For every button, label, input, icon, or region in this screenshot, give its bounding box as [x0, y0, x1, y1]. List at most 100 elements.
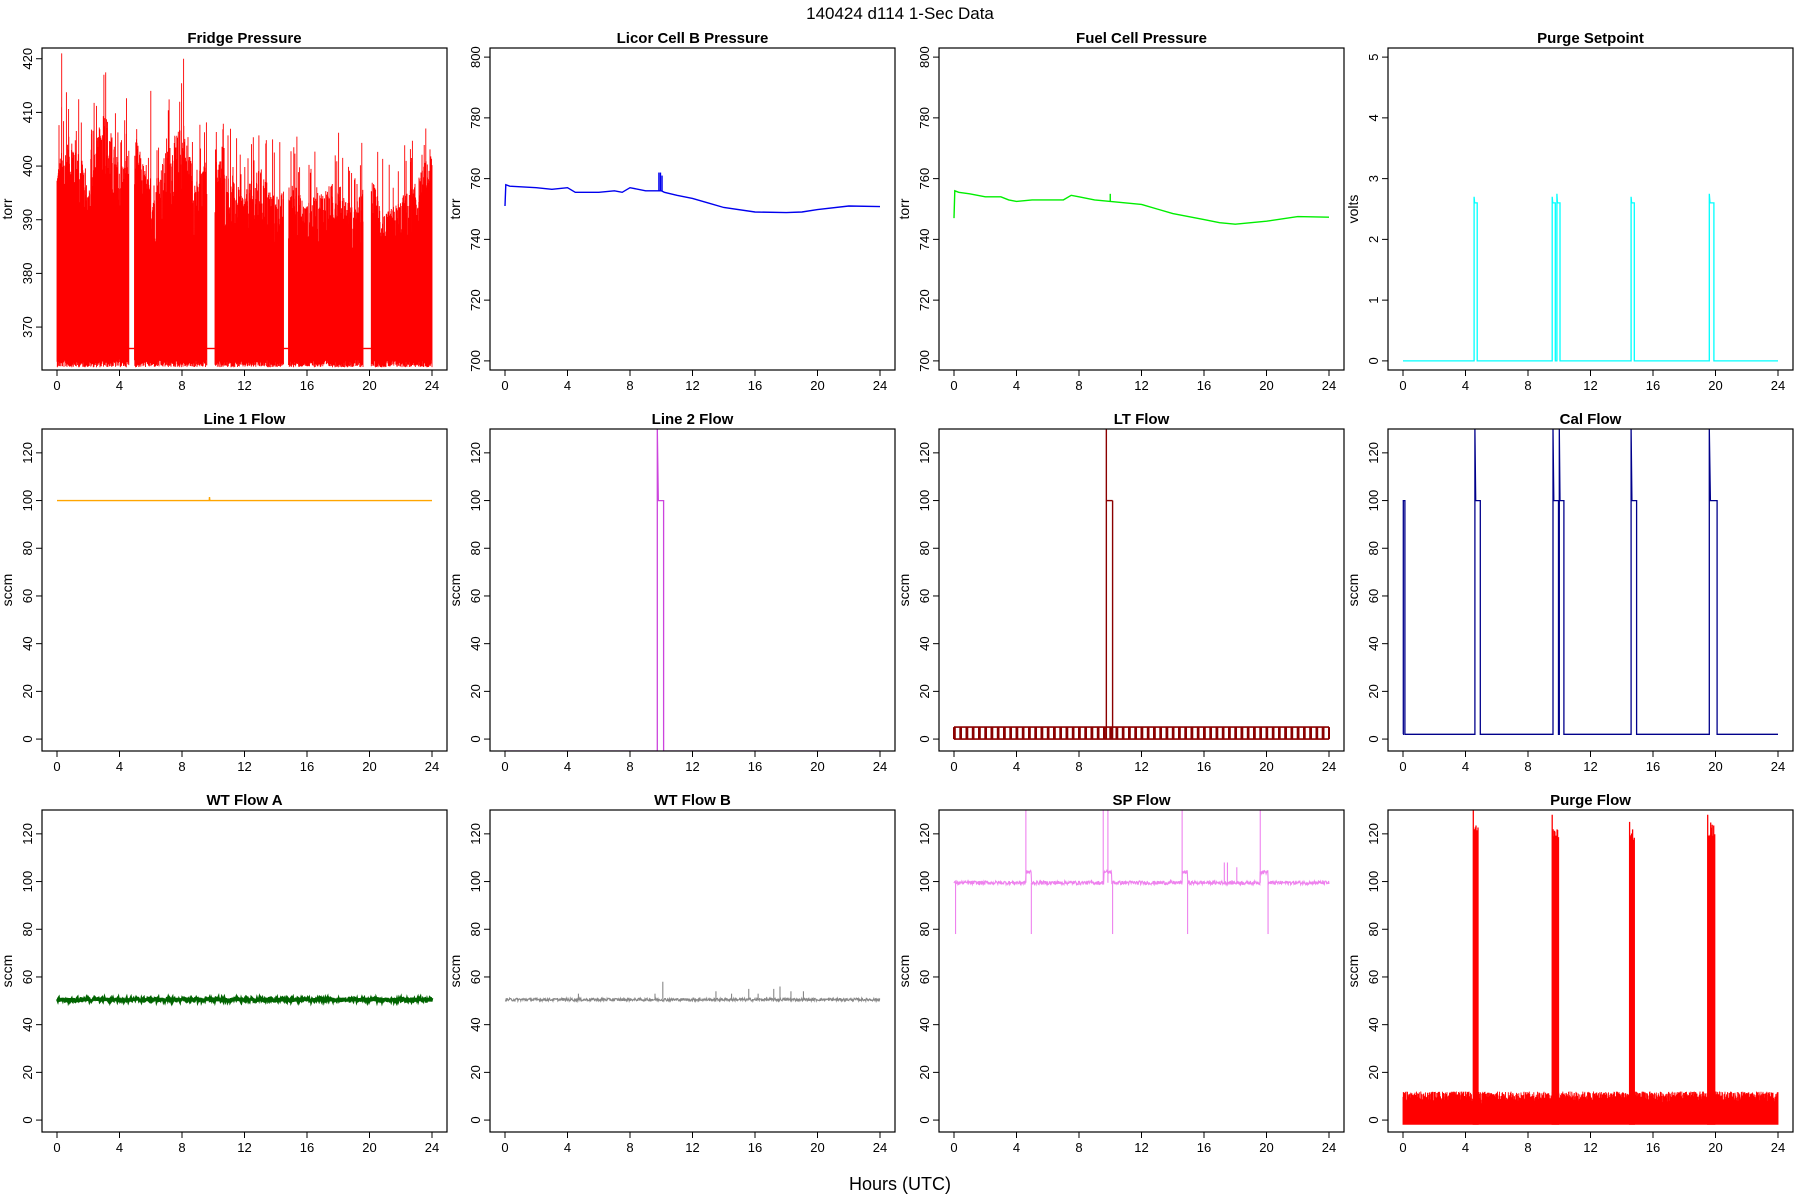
y-tick-label: 410: [20, 102, 35, 124]
series-line: [953, 189, 1330, 225]
x-tick-label: 24: [1771, 759, 1785, 774]
x-tick-label: 4: [1013, 378, 1020, 393]
panel-wt-flow-b: WT Flow B sccm 0 4 8 12 16 20 24 0 20 40 60 80 100 120: [447, 792, 896, 1155]
x-tick-label: 0: [501, 1140, 508, 1155]
x-tick-label: 4: [116, 1140, 123, 1155]
series-peaks: [58, 53, 427, 360]
x-tick-label: 20: [1708, 1140, 1722, 1155]
y-tick-label: 0: [1366, 357, 1381, 364]
panel-frame: [489, 47, 896, 371]
x-tick-label: 8: [626, 1140, 633, 1155]
y-tick-label: 80: [1366, 922, 1381, 936]
x-tick-label: 0: [950, 759, 957, 774]
plot-area: [953, 810, 1330, 935]
x-tick-label: 8: [178, 759, 185, 774]
y-tick-label: 1: [1366, 297, 1381, 304]
x-tick-label: 16: [1197, 759, 1211, 774]
y-tick-label: 80: [20, 922, 35, 936]
panel-title: LT Flow: [1114, 411, 1170, 428]
x-tick-label: 8: [1524, 759, 1531, 774]
panel-line-1-flow: Line 1 Flow sccm 0 4 8 12 16 20 24 0 20 40 60 80 100 12…: [0, 411, 448, 774]
y-tick-label: 390: [20, 209, 35, 231]
y-tick-label: 120: [917, 442, 932, 464]
x-tick-label: 16: [300, 1140, 314, 1155]
y-tick-label: 60: [1366, 970, 1381, 984]
y-tick-label: 720: [917, 289, 932, 311]
y-tick-label: 120: [468, 442, 483, 464]
panel-frame: [938, 47, 1345, 371]
y-tick-label: 40: [468, 1017, 483, 1031]
x-tick-label: 12: [1134, 759, 1148, 774]
panel-frame: [1387, 428, 1794, 752]
y-tick-label: 700: [917, 350, 932, 372]
x-tick-label: 4: [1462, 1140, 1469, 1155]
y-tick-label: 120: [1366, 442, 1381, 464]
x-tick-label: 12: [1583, 378, 1597, 393]
x-tick-label: 24: [425, 378, 439, 393]
x-tick-label: 4: [564, 759, 571, 774]
y-tick-label: 80: [1366, 541, 1381, 555]
purge-pulse: [1551, 814, 1560, 1125]
y-tick-label: 100: [1366, 871, 1381, 893]
y-tick-label: 800: [917, 46, 932, 68]
series-comb: [953, 727, 1330, 740]
x-tick-label: 8: [1075, 1140, 1082, 1155]
series-line: [57, 496, 432, 502]
y-tick-label: 760: [468, 168, 483, 190]
x-tick-label: 0: [53, 759, 60, 774]
panel-title: Cal Flow: [1560, 411, 1622, 428]
x-tick-label: 12: [1583, 1140, 1597, 1155]
x-tick-label: 16: [1646, 1140, 1660, 1155]
x-tick-label: 0: [950, 378, 957, 393]
y-tick-label: 80: [917, 541, 932, 555]
plot-area: [504, 981, 881, 1004]
y-tick-label: 80: [468, 541, 483, 555]
plot-area: [55, 993, 434, 1007]
y-tick-label: 20: [1366, 1065, 1381, 1079]
y-tick-label: 2: [1366, 236, 1381, 243]
y-tick-label: 120: [1366, 823, 1381, 845]
x-tick-label: 24: [873, 759, 887, 774]
x-tick-label: 20: [1708, 759, 1722, 774]
x-tick-label: 4: [564, 378, 571, 393]
x-tick-label: 24: [1771, 1140, 1785, 1155]
x-tick-label: 16: [1197, 1140, 1211, 1155]
plot-area: [1403, 193, 1778, 362]
panel-title: Fuel Cell Pressure: [1076, 30, 1207, 47]
x-tick-label: 20: [1259, 378, 1273, 393]
panel-frame: [41, 428, 448, 752]
x-tick-label: 8: [1524, 378, 1531, 393]
plot-area: [1402, 429, 1778, 735]
x-tick-label: 4: [1013, 759, 1020, 774]
y-axis-label: torr: [447, 198, 463, 219]
plot-area: [57, 496, 432, 502]
x-tick-label: 12: [685, 378, 699, 393]
panel-frame: [41, 47, 448, 371]
panel-title: Line 1 Flow: [204, 411, 286, 428]
x-tick-label: 12: [237, 759, 251, 774]
y-tick-label: 5: [1366, 53, 1381, 60]
y-tick-label: 60: [917, 589, 932, 603]
x-tick-label: 16: [1646, 378, 1660, 393]
figure-x-label: Hours (UTC): [849, 1174, 951, 1194]
y-tick-label: 60: [468, 589, 483, 603]
panel-title: SP Flow: [1112, 792, 1170, 809]
y-tick-label: 100: [20, 490, 35, 512]
x-tick-label: 0: [1399, 759, 1406, 774]
panel-frame: [1387, 809, 1794, 1133]
plot-area: [504, 172, 881, 214]
y-tick-label: 40: [1366, 1017, 1381, 1031]
y-axis-label: sccm: [0, 955, 15, 988]
y-tick-label: 100: [917, 490, 932, 512]
y-tick-label: 20: [917, 1065, 932, 1079]
x-tick-label: 24: [1322, 378, 1336, 393]
y-axis-label: torr: [0, 198, 15, 219]
plot-area: [56, 53, 433, 368]
y-tick-label: 720: [468, 289, 483, 311]
series-band: [1402, 1091, 1779, 1125]
y-tick-label: 40: [468, 636, 483, 650]
x-tick-label: 0: [501, 378, 508, 393]
series-noise: [55, 993, 434, 1007]
x-tick-label: 20: [810, 759, 824, 774]
purge-pulse: [1628, 821, 1635, 1125]
